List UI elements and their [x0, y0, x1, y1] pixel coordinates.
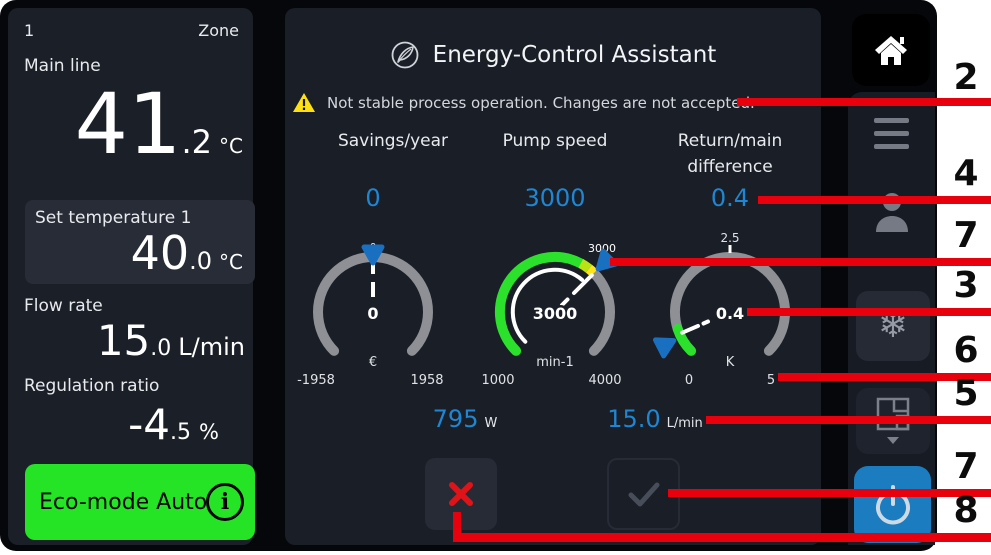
zone-panel: 1 Zone Main line 41 .2 °C Set temperatur… [8, 8, 255, 545]
savings-unit: € [369, 355, 377, 370]
pump-speed-marker-label: 3000 [588, 242, 616, 255]
callout-number-6: 6 [953, 330, 979, 371]
callout-number-2: 2 [953, 57, 979, 98]
set-temp-int: 40 [130, 226, 190, 280]
main-line-label: Main line [24, 56, 101, 76]
pump-speed-unit: min-1 [536, 355, 573, 370]
callout-line-2 [737, 98, 991, 106]
savings-current-value: 0 [367, 304, 378, 323]
gauge-label-return-main-difference: Return/main difference [677, 131, 783, 178]
return-difference-needle [680, 323, 700, 335]
reg-unit: % [199, 420, 219, 444]
return-difference-unit: K [726, 355, 735, 370]
device-frame: 1 Zone Main line 41 .2 °C Set temperatur… [0, 0, 937, 551]
power-unit: W [484, 416, 498, 431]
checkmark-icon [628, 482, 659, 507]
flow-int: 15 [96, 316, 151, 365]
flow-frac: .0 [150, 336, 172, 361]
return-difference-top-tick-label: 2.5 [720, 231, 739, 245]
warning-banner: Not stable process operation. Changes ar… [292, 92, 755, 113]
return-difference-current-value: 0.4 [716, 304, 744, 323]
zone-label: Zone [198, 21, 239, 40]
pump-speed-needle [572, 273, 594, 295]
return-difference-gauge: 2.5 0.4 K 0 5 [652, 231, 791, 388]
pump-speed-setpoint-value[interactable]: 3000 [524, 184, 586, 212]
eco-mode-label: Eco-mode Auto [39, 489, 208, 515]
set-temp-frac: .0 [189, 247, 213, 275]
savings-min-label: -1958 [297, 373, 335, 388]
return-difference-setpoint-value[interactable]: 0.4 [710, 184, 750, 212]
main-temp-int: 41 [74, 75, 182, 173]
gauge-label-savings: Savings/year [337, 131, 449, 151]
flow-unit: L/min [178, 333, 245, 361]
home-button[interactable] [852, 14, 930, 86]
warning-icon [293, 93, 315, 112]
regulation-ratio-value: -4 .5 % [18, 400, 219, 449]
set-temp-unit: °C [219, 250, 243, 274]
return-difference-min-label: 0 [685, 373, 693, 388]
savings-setpoint-marker[interactable] [361, 244, 385, 266]
savings-max-label: 1958 [410, 373, 443, 388]
warning-text: Not stable process operation. Changes ar… [327, 93, 755, 112]
chevron-down-icon [887, 437, 899, 444]
gauge-label-pump-speed: Pump speed [502, 131, 608, 151]
callout-line-7b [668, 489, 991, 497]
hamburger-menu-icon [874, 118, 909, 123]
zone-header: 1 Zone [24, 21, 239, 40]
info-icon[interactable]: i [206, 483, 244, 521]
power-button[interactable] [854, 466, 931, 543]
callout-line-8 [453, 533, 991, 542]
cancel-button[interactable] [425, 458, 497, 530]
regulation-ratio-label: Regulation ratio [24, 376, 160, 396]
pump-speed-min-label: 1000 [481, 373, 514, 388]
return-difference-setpoint-marker[interactable] [652, 333, 677, 359]
callout-number-4: 4 [953, 153, 979, 194]
savings-gauge: 0 0 € -1958 1958 [297, 242, 443, 388]
cooling-button[interactable]: ❄ [856, 291, 930, 361]
pump-speed-gauge: 3000 3000 min-1 1000 4000 [481, 242, 621, 388]
pump-speed-max-label: 4000 [588, 373, 621, 388]
reg-frac: .5 [170, 420, 192, 445]
power-value: 795 [432, 405, 479, 433]
callout-line-3 [747, 308, 991, 316]
power-consumption: 795 W [385, 405, 545, 433]
callout-line-7a [610, 258, 991, 266]
callout-number-8: 8 [953, 490, 979, 531]
energy-control-panel: Energy-Control Assistant Not stable proc… [285, 8, 821, 545]
callout-line-4 [758, 196, 991, 204]
close-icon [449, 482, 473, 506]
reg-int: -4 [128, 400, 171, 449]
zone-number: 1 [24, 21, 35, 40]
set-temperature-card[interactable]: Set temperature 1 40 .0 °C [25, 200, 255, 284]
panel-header: Energy-Control Assistant [285, 40, 821, 70]
set-temperature-value: 40 .0 °C [131, 226, 243, 280]
main-temp-frac: .2 [181, 123, 213, 161]
panel-title: Energy-Control Assistant [432, 42, 717, 68]
callout-number-7a: 7 [953, 215, 979, 256]
callout-number-7b: 7 [953, 446, 979, 487]
callout-number-5: 5 [953, 373, 979, 414]
main-temp-unit: °C [219, 134, 243, 158]
savings-setpoint-value: 0 [365, 184, 381, 212]
flow-rate-value: 15 .0 L/min [18, 316, 245, 365]
callout-line-8-vertical [453, 512, 461, 537]
callout-line-5 [706, 416, 991, 424]
leaf-icon [391, 41, 419, 69]
flow-display: 15.0 L/min [575, 405, 735, 433]
set-temperature-label: Set temperature 1 [35, 208, 192, 228]
eco-mode-button[interactable]: Eco-mode Auto i [25, 464, 255, 540]
flow-display-unit: L/min [666, 416, 703, 431]
menu-button[interactable] [866, 110, 918, 158]
home-icon [875, 36, 907, 65]
pump-speed-current-value: 3000 [533, 304, 578, 323]
flow-rate-label: Flow rate [24, 296, 103, 316]
flow-display-value: 15.0 [607, 405, 661, 433]
return-difference-max-label: 5 [767, 373, 775, 388]
callout-line-6 [778, 373, 991, 381]
callout-number-3: 3 [953, 265, 979, 306]
main-line-temperature: 41 .2 °C [18, 80, 243, 168]
